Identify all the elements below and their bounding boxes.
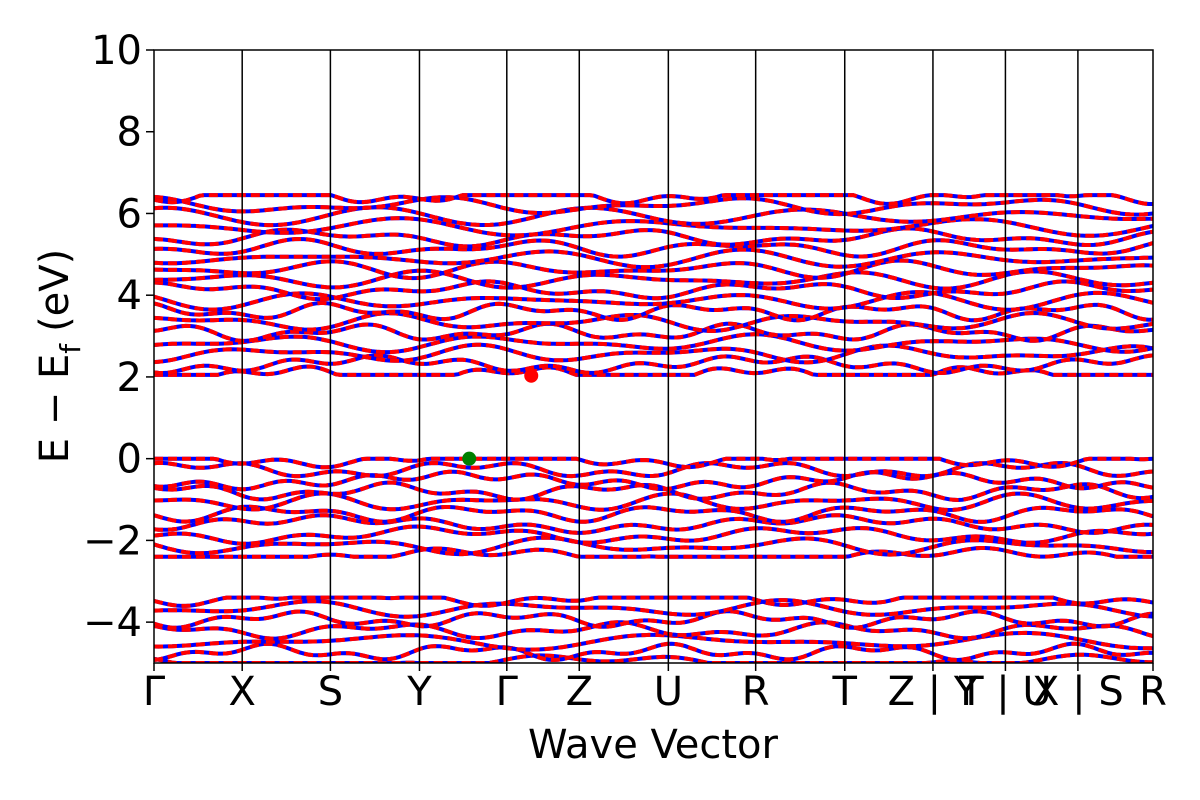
x-tick-label: Γ bbox=[496, 669, 519, 715]
cbm-marker bbox=[524, 368, 539, 383]
valence-band-line-spin-down bbox=[154, 546, 1153, 559]
band-edge-markers bbox=[462, 368, 539, 466]
conduction-band-line-spin-up bbox=[154, 353, 1153, 376]
x-tick-label: Y bbox=[406, 669, 432, 715]
y-axis-label-main: E − E bbox=[32, 354, 78, 464]
valence-band-line-spin-up bbox=[154, 480, 1153, 503]
valence-band-line-spin-up bbox=[154, 535, 1153, 557]
x-tick-label: T | U bbox=[958, 669, 1052, 715]
valence-band-line-spin-up bbox=[154, 524, 1153, 546]
y-axis-label-subscript: f bbox=[54, 343, 87, 354]
x-tick-label: Z | Y bbox=[888, 669, 979, 715]
deep-band-line-spin-up bbox=[154, 609, 1153, 630]
conduction-band-line-spin-up bbox=[154, 205, 1153, 228]
kpoint-divider-lines bbox=[241, 50, 1079, 663]
plot-frame bbox=[153, 49, 1154, 664]
x-tick-label: R bbox=[1139, 669, 1167, 715]
deep-band-line-spin-up bbox=[154, 595, 1153, 608]
y-axis-ticks: 10 8 6 4 2 0 −2 −4 bbox=[83, 28, 154, 646]
valence-band-line-spin-up bbox=[154, 504, 1153, 524]
y-tick-label: −4 bbox=[83, 600, 142, 646]
y-tick-label: 10 bbox=[91, 28, 142, 74]
x-tick-label: S bbox=[318, 669, 343, 715]
y-axis-label: E − Ef (eV) bbox=[32, 249, 87, 464]
deep-band-line-spin-up bbox=[154, 620, 1153, 641]
x-tick-label: Z bbox=[566, 669, 593, 715]
deep-band-line-spin-up bbox=[154, 641, 1153, 663]
conduction-band-line-spin-up bbox=[154, 300, 1153, 323]
x-tick-label: X bbox=[228, 669, 255, 715]
deep-band-line-spin-down bbox=[154, 652, 1153, 663]
conduction-band-line-spin-up bbox=[154, 247, 1153, 270]
y-tick-label: −2 bbox=[83, 518, 142, 564]
conduction-band-line-spin-up bbox=[154, 226, 1153, 249]
conduction-band-line-spin-up bbox=[154, 193, 1153, 206]
deep-band-line-spin-down bbox=[154, 598, 1153, 619]
conduction-band-line-spin-up bbox=[154, 258, 1153, 281]
conduction-band-line-spin-up bbox=[154, 268, 1153, 291]
conduction-band-line-spin-up bbox=[154, 236, 1153, 259]
x-axis-label: Wave Vector bbox=[528, 722, 779, 768]
valence-band-line-spin-up bbox=[154, 456, 1153, 470]
conduction-band-line-spin-up bbox=[154, 342, 1153, 365]
x-tick-label: Γ bbox=[143, 669, 166, 715]
valence-band-line-spin-up bbox=[154, 469, 1153, 492]
y-tick-label: 8 bbox=[117, 110, 142, 156]
y-tick-label: 2 bbox=[117, 355, 142, 401]
valence-band-line-spin-up bbox=[154, 513, 1153, 535]
x-tick-label: X | S bbox=[1032, 669, 1124, 715]
conduction-band-line-spin-up bbox=[154, 194, 1153, 217]
conduction-band-line-spin-up bbox=[154, 364, 1153, 377]
y-tick-label: 0 bbox=[117, 437, 142, 483]
conduction-band-line-spin-up bbox=[154, 321, 1153, 343]
conduction-band-line-spin-up bbox=[154, 332, 1153, 355]
conduction-band-line-spin-up bbox=[154, 279, 1153, 302]
conduction-band-line-spin-up bbox=[154, 290, 1153, 312]
x-tick-label: R bbox=[742, 669, 770, 715]
band-lines bbox=[154, 193, 1153, 663]
x-tick-label: T bbox=[832, 669, 858, 715]
y-tick-label: 6 bbox=[117, 191, 142, 237]
x-axis-ticks: Γ X S Y Γ Z U R T Z | YT | UX | S R bbox=[143, 663, 1167, 715]
conduction-band-line-spin-down bbox=[154, 216, 1153, 238]
vbm-marker bbox=[462, 451, 477, 466]
y-axis-label-unit: (eV) bbox=[32, 249, 78, 332]
x-tick-label: U bbox=[654, 669, 683, 715]
conduction-band-line-spin-up bbox=[154, 310, 1153, 334]
y-tick-label: 4 bbox=[117, 273, 142, 319]
